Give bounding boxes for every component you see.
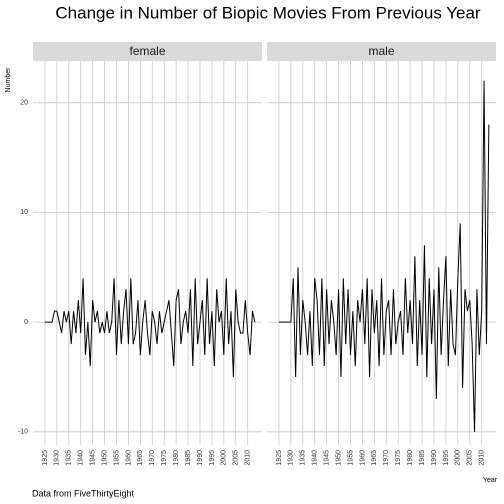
y-tick-label: 0 xyxy=(24,319,28,326)
facet-label: male xyxy=(368,44,394,58)
x-tick-label: 1935 xyxy=(66,450,73,466)
y-axis-title: Number xyxy=(5,67,12,93)
x-tick-label: 2005 xyxy=(233,450,240,466)
strip xyxy=(33,42,262,61)
line xyxy=(278,80,490,432)
x-tick-label: 1925 xyxy=(276,450,283,466)
x-tick-label: 1965 xyxy=(371,450,378,466)
x-tick-label: 1970 xyxy=(149,450,156,466)
line xyxy=(44,278,256,377)
x-tick-label: 2010 xyxy=(245,450,252,466)
x-tick-label: 2005 xyxy=(467,450,474,466)
x-tick-label: 1940 xyxy=(312,450,319,466)
x-tick-label: 1995 xyxy=(443,450,450,466)
panel xyxy=(33,61,262,445)
y-tick-label: -10 xyxy=(18,429,28,436)
x-tick-label: 1980 xyxy=(407,450,414,466)
facet-label: female xyxy=(129,44,165,58)
x-tick-label: 1930 xyxy=(288,450,295,466)
x-tick-label: 1995 xyxy=(209,450,216,466)
strip xyxy=(267,42,496,61)
x-tick-label: 2010 xyxy=(479,450,486,466)
x-tick-label: 1970 xyxy=(383,450,390,466)
x-tick-label: 1955 xyxy=(113,450,120,466)
chart-title: Change in Number of Biopic Movies From P… xyxy=(55,3,481,22)
y-tick-label: 10 xyxy=(20,209,28,216)
x-tick-label: 2000 xyxy=(221,450,228,466)
x-tick-label: 1960 xyxy=(359,450,366,466)
x-tick-label: 1975 xyxy=(395,450,402,466)
x-tick-label: 1950 xyxy=(335,450,342,466)
panel xyxy=(267,61,496,445)
x-axis-title: Year xyxy=(483,477,498,484)
x-tick-label: 1990 xyxy=(197,450,204,466)
x-tick-label: 1945 xyxy=(89,450,96,466)
y-tick-label: 20 xyxy=(20,100,28,107)
x-tick-label: 1975 xyxy=(161,450,168,466)
x-tick-label: 1980 xyxy=(173,450,180,466)
x-tick-label: 1925 xyxy=(42,450,49,466)
x-tick-label: 2000 xyxy=(455,450,462,466)
x-tick-label: 1960 xyxy=(125,450,132,466)
x-tick-label: 1965 xyxy=(137,450,144,466)
x-tick-label: 1955 xyxy=(347,450,354,466)
x-tick-label: 1985 xyxy=(419,450,426,466)
x-tick-label: 1940 xyxy=(78,450,85,466)
x-tick-label: 1945 xyxy=(323,450,330,466)
x-tick-label: 1950 xyxy=(101,450,108,466)
x-tick-label: 1935 xyxy=(300,450,307,466)
x-tick-label: 1990 xyxy=(431,450,438,466)
x-tick-label: 1930 xyxy=(54,450,61,466)
x-tick-label: 1985 xyxy=(185,450,192,466)
caption: Data from FiveThirtyEight xyxy=(32,488,135,498)
